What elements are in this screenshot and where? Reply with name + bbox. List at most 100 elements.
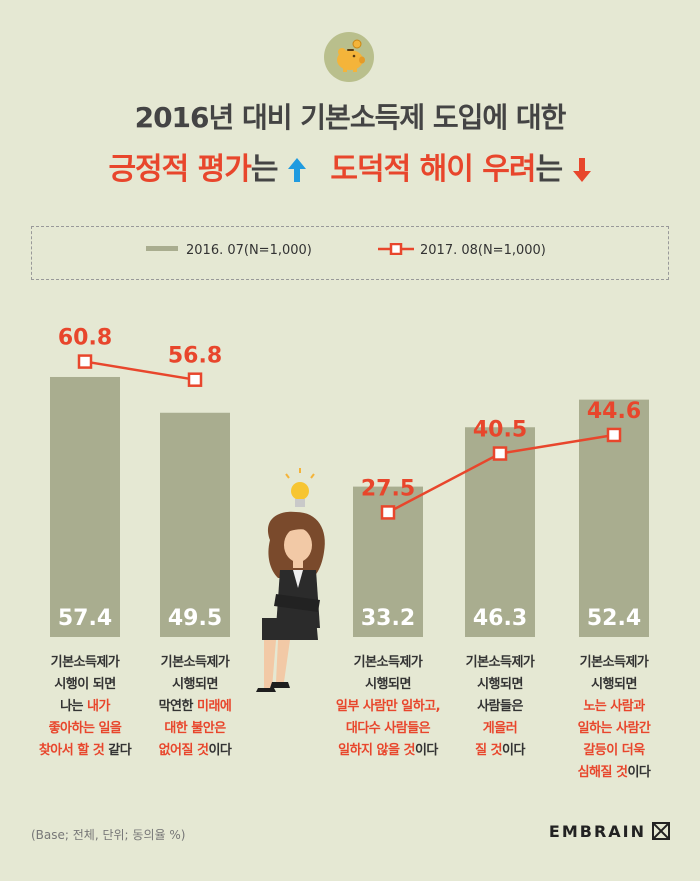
caption-line: 나는 내가	[26, 696, 144, 718]
series-line-2017-segment-1	[84, 360, 196, 381]
footnote: (Base; 전체, 단위; 동의율 %)	[31, 828, 186, 842]
caption-line: 없어질 것이다	[136, 740, 254, 762]
caption-line: 찾아서 할 것 같다	[26, 740, 144, 762]
title-particle: 는	[535, 152, 564, 187]
legend: 2016. 07(N=1,000) 2017. 08(N=1,000)	[31, 226, 669, 280]
arrow-up-icon	[287, 156, 307, 191]
caption-line: 대한 불안은	[136, 718, 254, 740]
caption-text: 기본소득제가	[353, 655, 423, 670]
caption-text: 기본소득제가	[50, 655, 120, 670]
caption-highlight: 대한 불안은	[164, 721, 226, 736]
caption-text: 이다	[502, 743, 525, 758]
woman-figure-illustration	[256, 468, 325, 692]
title-particle: 는	[250, 152, 279, 187]
line-point-2017-1	[77, 354, 93, 369]
line-value-label: 40.5	[473, 418, 527, 443]
caption-text: 이다	[208, 743, 232, 758]
caption-line: 시행되면	[555, 674, 673, 696]
bar-2016-1	[50, 376, 120, 637]
caption-line: 시행되면	[329, 674, 447, 696]
bar-value-label: 33.2	[361, 606, 415, 631]
line-point-2017-2	[187, 372, 203, 387]
page-title-line1: 2016년 대비 기본소득제 도입에 대한	[134, 101, 567, 134]
caption-highlight: 노는 사람과	[583, 699, 645, 714]
caption-highlight: 갈등이 더욱	[583, 743, 645, 758]
caption-line: 기본소득제가	[136, 652, 254, 674]
caption-text: 같다	[104, 743, 132, 758]
caption-highlight: 일부 사람만 일하고,	[335, 699, 441, 714]
legend-item-bar: 2016. 07(N=1,000)	[146, 243, 312, 258]
caption-highlight: 좋아하는 일을	[48, 721, 122, 736]
legend-label-bar: 2016. 07(N=1,000)	[186, 243, 312, 258]
caption-text: 막연한	[158, 699, 197, 714]
caption-highlight: 미래에	[197, 699, 232, 714]
caption-line: 갈등이 더욱	[555, 740, 673, 762]
caption-highlight: 내가	[87, 699, 110, 714]
caption-text: 기본소득제가	[160, 655, 230, 670]
caption-text: 이다	[414, 743, 438, 758]
bar-value-label: 46.3	[473, 606, 527, 631]
line-value-label: 44.6	[587, 399, 641, 424]
piggy-bank-icon	[324, 32, 374, 82]
bar-value-label: 52.4	[587, 606, 641, 631]
arrow-down-icon	[572, 156, 592, 191]
caption-text: 이다	[627, 765, 651, 780]
line-value-label: 60.8	[58, 326, 112, 351]
legend-label-line: 2017. 08(N=1,000)	[420, 243, 546, 258]
caption-highlight: 대다수 사람들은	[345, 721, 431, 736]
legend-swatch-bar	[146, 246, 178, 251]
caption-line: 기본소득제가	[329, 652, 447, 674]
caption-line: 사람들은	[441, 696, 559, 718]
bar-2016-4	[465, 427, 535, 637]
title-positive: 긍정적 평가	[108, 152, 251, 187]
caption-line: 일하지 않을 것이다	[329, 740, 447, 762]
caption-text: 시행되면	[172, 677, 218, 692]
line-point-2017-4	[492, 446, 508, 461]
caption-highlight: 찾아서 할 것	[38, 743, 105, 758]
line-value-label: 27.5	[361, 476, 415, 501]
brand-mark-icon	[652, 822, 670, 840]
caption-line: 시행이 되면	[26, 674, 144, 696]
caption-line: 시행되면	[136, 674, 254, 696]
page-title-line2: 긍정적 평가는 도덕적 해이 우려는	[0, 144, 700, 191]
caption-text: 시행되면	[477, 677, 523, 692]
caption-line: 질 것이다	[441, 740, 559, 762]
lightbulb-icon	[285, 468, 315, 507]
caption-line: 게을러	[441, 718, 559, 740]
caption-line: 좋아하는 일을	[26, 718, 144, 740]
caption-text: 기본소득제가	[579, 655, 649, 670]
caption-highlight: 게을러	[482, 721, 518, 736]
caption-highlight: 일하는 사람간	[577, 721, 651, 736]
caption-line: 기본소득제가	[26, 652, 144, 674]
caption-text: 시행되면	[591, 677, 637, 692]
line-point-2017-5	[606, 427, 622, 443]
line-point-2017-3	[380, 505, 396, 520]
legend-swatch-line	[378, 242, 414, 256]
caption-text: 나는	[60, 699, 88, 714]
bar-2016-2	[160, 412, 230, 637]
caption-line: 기본소득제가	[555, 652, 673, 674]
caption-text: 시행이 되면	[54, 677, 116, 692]
caption-highlight: 질 것	[475, 743, 503, 758]
caption-highlight: 심해질 것	[577, 765, 628, 780]
line-value-label: 56.8	[168, 344, 222, 369]
caption-line: 기본소득제가	[441, 652, 559, 674]
brand-logo: EMBRAIN	[549, 822, 670, 841]
bar-value-label: 49.5	[168, 606, 222, 631]
caption-highlight: 일하지 않을 것	[338, 743, 415, 758]
caption-line: 심해질 것이다	[555, 762, 673, 784]
caption-line: 막연한 미래에	[136, 696, 254, 718]
brand-name: EMBRAIN	[548, 822, 646, 841]
caption-line: 일부 사람만 일하고,	[329, 696, 447, 718]
caption-line: 노는 사람과	[555, 696, 673, 718]
caption-text: 기본소득제가	[465, 655, 535, 670]
legend-item-line: 2017. 08(N=1,000)	[378, 242, 546, 258]
caption-highlight: 없어질 것	[158, 743, 209, 758]
bar-value-label: 57.4	[58, 606, 112, 631]
caption-line: 일하는 사람간	[555, 718, 673, 740]
